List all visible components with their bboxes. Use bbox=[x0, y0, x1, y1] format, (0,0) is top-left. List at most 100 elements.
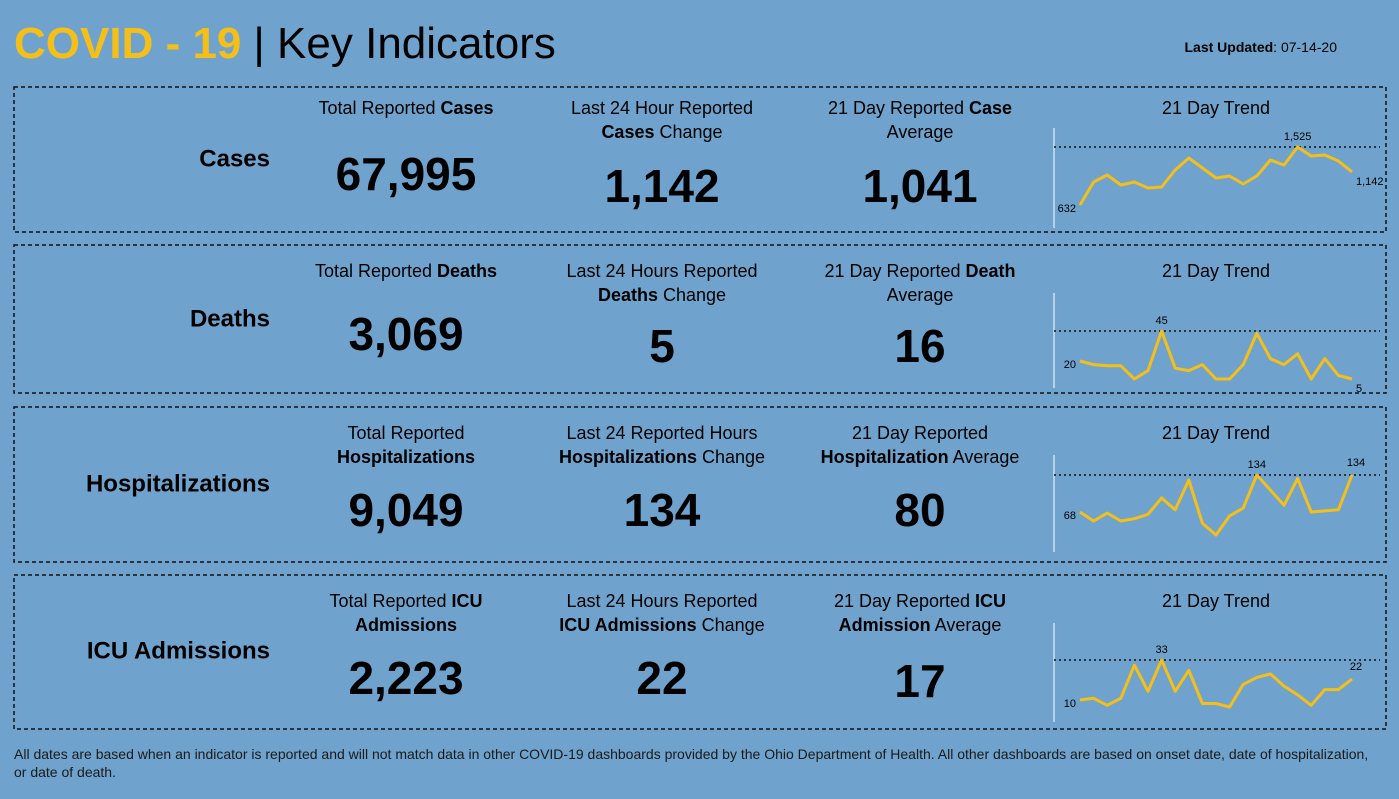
data-label: 10 bbox=[1064, 698, 1076, 710]
data-label: 5 bbox=[1356, 383, 1362, 395]
indicator-heading: Deaths Change bbox=[598, 285, 726, 305]
indicator-heading: Hospitalizations bbox=[337, 447, 475, 467]
heading-part: Cases bbox=[601, 122, 654, 142]
indicator-heading: Total Reported Deaths bbox=[315, 261, 497, 281]
page-title: COVID - 19 | Key Indicators bbox=[14, 19, 556, 68]
heading-part: Hospitalizations bbox=[559, 447, 697, 467]
indicator-heading: Last 24 Reported Hours bbox=[566, 423, 757, 443]
indicator-value: 5 bbox=[649, 320, 675, 372]
heading-part: Last 24 Hours Reported bbox=[566, 261, 757, 281]
data-label: 22 bbox=[1350, 661, 1362, 673]
indicator-heading: Total Reported Cases bbox=[318, 98, 493, 118]
title-highlight: COVID - 19 bbox=[14, 19, 241, 68]
chart-title: 21 Day Trend bbox=[1162, 261, 1270, 281]
footnote: All dates are based when an indicator is… bbox=[14, 746, 1369, 780]
indicator-heading: ICU Admissions Change bbox=[559, 615, 764, 635]
indicator-value: 22 bbox=[636, 652, 687, 704]
heading-part: Total Reported bbox=[315, 261, 437, 281]
last-updated: Last Updated: 07-14-20 bbox=[1184, 39, 1337, 55]
heading-part: ICU bbox=[452, 591, 483, 611]
chart-title: 21 Day Trend bbox=[1162, 591, 1270, 611]
indicator-heading: Last 24 Hours Reported bbox=[566, 261, 757, 281]
indicator-heading: Cases Change bbox=[601, 122, 722, 142]
data-label: 45 bbox=[1155, 315, 1167, 327]
row-label: Deaths bbox=[190, 305, 270, 332]
indicator-heading: Admission Average bbox=[839, 615, 1002, 635]
chart-title: 21 Day Trend bbox=[1162, 423, 1270, 443]
indicator-value: 16 bbox=[894, 320, 945, 372]
heading-part: Admission bbox=[839, 615, 931, 635]
indicator-heading: 21 Day Reported bbox=[852, 423, 988, 443]
data-label: 632 bbox=[1058, 203, 1076, 215]
heading-part: Change bbox=[654, 122, 722, 142]
data-label: 68 bbox=[1064, 510, 1076, 522]
heading-part: Last 24 Reported Hours bbox=[566, 423, 757, 443]
heading-part: Hospitalization bbox=[821, 447, 949, 467]
indicator-heading: Total Reported ICU bbox=[329, 591, 482, 611]
last-updated-label: Last Updated bbox=[1184, 39, 1273, 55]
heading-part: Total Reported bbox=[347, 423, 464, 443]
panel bbox=[13, 406, 1387, 563]
indicator-value: 17 bbox=[894, 655, 945, 707]
heading-part: Change bbox=[697, 615, 765, 635]
data-label: 20 bbox=[1064, 359, 1076, 371]
indicator-heading: Last 24 Hour Reported bbox=[571, 98, 753, 118]
last-updated-date: : 07-14-20 bbox=[1273, 39, 1337, 55]
heading-part: Average bbox=[949, 447, 1020, 467]
indicator-value: 1,041 bbox=[862, 160, 977, 212]
data-label: 33 bbox=[1155, 644, 1167, 656]
heading-part: Hospitalizations bbox=[337, 447, 475, 467]
indicator-heading: 21 Day Reported Case bbox=[828, 98, 1012, 118]
indicator-heading: Hospitalizations Change bbox=[559, 447, 765, 467]
row-label: ICU Admissions bbox=[87, 637, 270, 664]
heading-part: Total Reported bbox=[329, 591, 451, 611]
indicator-value: 80 bbox=[894, 484, 945, 536]
heading-part: ICU bbox=[975, 591, 1006, 611]
data-label: 134 bbox=[1347, 457, 1365, 469]
panel bbox=[13, 86, 1387, 233]
indicator-heading: Admissions bbox=[355, 615, 457, 635]
trend-line bbox=[1079, 658, 1353, 709]
heading-part: Average bbox=[887, 285, 954, 305]
indicator-value: 67,995 bbox=[336, 148, 477, 200]
heading-part: ICU Admissions bbox=[559, 615, 696, 635]
heading-part: Change bbox=[658, 285, 726, 305]
heading-part: 21 Day Reported bbox=[834, 591, 975, 611]
trend-line bbox=[1079, 329, 1353, 381]
heading-part: 21 Day Reported bbox=[824, 261, 965, 281]
heading-part: Cases bbox=[441, 98, 494, 118]
heading-part: Last 24 Hours Reported bbox=[566, 591, 757, 611]
row-label: Hospitalizations bbox=[86, 470, 270, 497]
indicator-heading: Last 24 Hours Reported bbox=[566, 591, 757, 611]
data-label: 1,525 bbox=[1284, 131, 1312, 143]
row-label: Cases bbox=[199, 145, 270, 172]
title-text: | Key Indicators bbox=[253, 19, 555, 68]
heading-part: Death bbox=[966, 261, 1016, 281]
indicator-value: 3,069 bbox=[348, 308, 463, 360]
heading-part: Admissions bbox=[355, 615, 457, 635]
heading-part: Last 24 Hour Reported bbox=[571, 98, 753, 118]
indicator-heading: Average bbox=[887, 285, 954, 305]
indicator-value: 134 bbox=[624, 484, 701, 536]
heading-part: Total Reported bbox=[318, 98, 440, 118]
indicator-heading: Hospitalization Average bbox=[821, 447, 1020, 467]
heading-part: Change bbox=[697, 447, 765, 467]
panel bbox=[13, 574, 1387, 730]
heading-part: Average bbox=[931, 615, 1002, 635]
heading-part: Deaths bbox=[437, 261, 497, 281]
data-label: 134 bbox=[1248, 459, 1266, 471]
heading-part: 21 Day Reported bbox=[828, 98, 969, 118]
indicator-heading: Total Reported bbox=[347, 423, 464, 443]
chart-title: 21 Day Trend bbox=[1162, 98, 1270, 118]
heading-part: Case bbox=[969, 98, 1012, 118]
indicator-heading: 21 Day Reported ICU bbox=[834, 591, 1006, 611]
heading-part: Deaths bbox=[598, 285, 658, 305]
indicator-value: 2,223 bbox=[348, 652, 463, 704]
data-label: 1,142 bbox=[1356, 176, 1384, 188]
trend-line bbox=[1078, 145, 1353, 206]
indicator-heading: Average bbox=[887, 122, 954, 142]
indicator-heading: 21 Day Reported Death bbox=[824, 261, 1015, 281]
indicator-value: 9,049 bbox=[348, 484, 463, 536]
